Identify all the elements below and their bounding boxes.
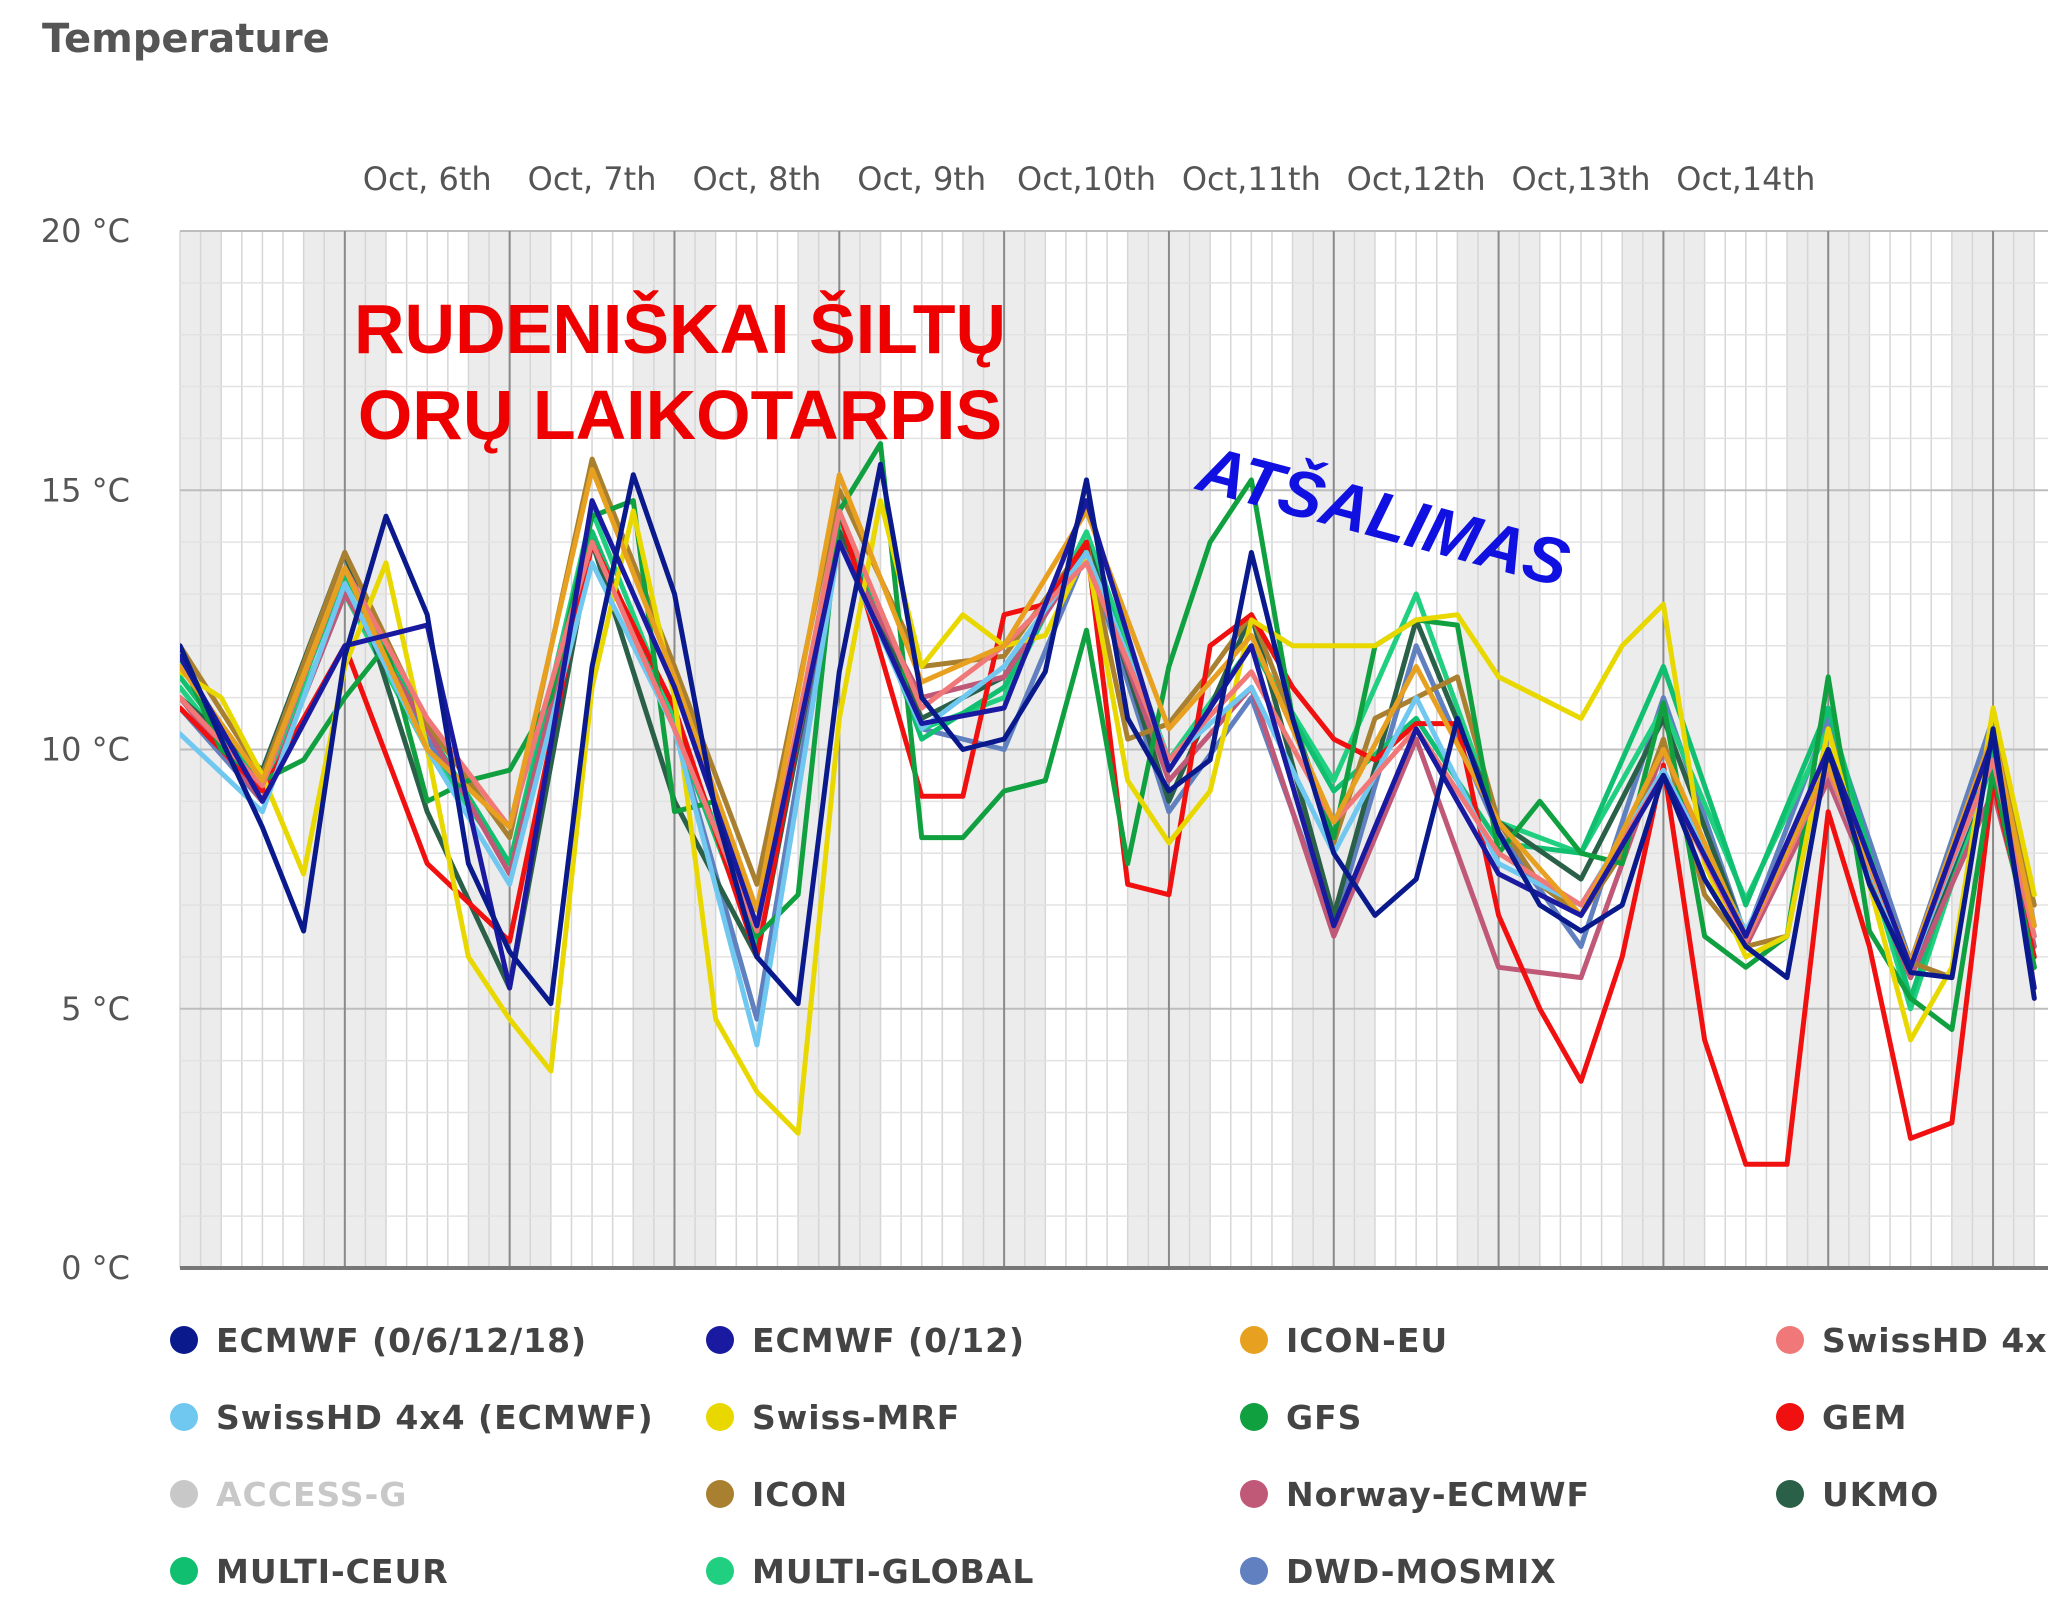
legend-label: GEM bbox=[1822, 1398, 1907, 1437]
x-day-label: Oct,10th bbox=[1017, 160, 1156, 198]
legend-swatch bbox=[170, 1557, 198, 1585]
legend-swatch bbox=[1776, 1480, 1804, 1508]
legend-label: SwissHD 4x4 (ECMWF) bbox=[216, 1398, 654, 1437]
legend-swatch bbox=[706, 1326, 734, 1354]
legend-swatch bbox=[170, 1326, 198, 1354]
y-tick-label: 10 °C bbox=[41, 731, 130, 769]
x-day-label: Oct, 9th bbox=[857, 160, 986, 198]
legend-label: GFS bbox=[1286, 1398, 1362, 1437]
x-day-label: Oct,12th bbox=[1347, 160, 1486, 198]
legend-swatch bbox=[706, 1403, 734, 1431]
x-day-label: Oct, 7th bbox=[528, 160, 657, 198]
legend-label: Norway-ECMWF bbox=[1286, 1475, 1590, 1514]
x-day-label: Oct,11th bbox=[1182, 160, 1321, 198]
legend-swatch bbox=[1240, 1480, 1268, 1508]
legend-label: ICON-EU bbox=[1286, 1321, 1448, 1360]
legend-swatch bbox=[1776, 1403, 1804, 1431]
legend-label: UKMO bbox=[1822, 1475, 1939, 1514]
legend-label: MULTI-GLOBAL bbox=[752, 1552, 1034, 1591]
legend-swatch bbox=[1240, 1557, 1268, 1585]
legend-swatch bbox=[170, 1403, 198, 1431]
x-axis-day-labels: Oct, 6th Oct, 7th Oct, 8th Oct, 9th Oct,10th… bbox=[363, 160, 1816, 198]
chart-title: Temperature bbox=[42, 16, 330, 62]
legend-label: Swiss-MRF bbox=[752, 1398, 960, 1437]
legend-swatch bbox=[706, 1480, 734, 1508]
series-line-gfs bbox=[180, 441, 2037, 1032]
y-tick-label: 0 °C bbox=[61, 1249, 130, 1287]
legend-label: SwissHD 4x4 (ICON) bbox=[1822, 1321, 2048, 1360]
legend-label: ICON bbox=[752, 1475, 848, 1514]
legend-label: ECMWF (0/12) bbox=[752, 1321, 1025, 1360]
x-day-label: Oct,14th bbox=[1676, 160, 1815, 198]
legend-label: ECMWF (0/6/12/18) bbox=[216, 1321, 587, 1360]
x-day-label: Oct, 6th bbox=[363, 160, 492, 198]
y-tick-label: 5 °C bbox=[61, 990, 130, 1028]
legend-swatch bbox=[1240, 1326, 1268, 1354]
legend-label: MULTI-CEUR bbox=[216, 1552, 449, 1591]
legend-label: ACCESS-G bbox=[216, 1475, 407, 1514]
legend-label: DWD-MOSMIX bbox=[1286, 1552, 1557, 1591]
legend-swatch bbox=[1776, 1326, 1804, 1354]
chart-legend: ECMWF (0/6/12/18) ECMWF (0/12) ICON-EU Swis… bbox=[170, 1321, 2048, 1591]
legend-swatch bbox=[1240, 1403, 1268, 1431]
y-tick-label: 20 °C bbox=[41, 212, 130, 250]
legend-swatch bbox=[170, 1480, 198, 1508]
y-tick-label: 15 °C bbox=[41, 471, 130, 509]
y-axis-ticks: 0 °C 5 °C 10 °C 15 °C 20 °C bbox=[41, 212, 130, 1287]
annotation-warm-period: RUDENIŠKAI ŠILTŲ bbox=[354, 289, 1006, 368]
series-line-ecmwf-0-6-12-18 bbox=[180, 461, 2037, 1007]
x-day-label: Oct, 8th bbox=[692, 160, 821, 198]
legend-swatch bbox=[706, 1557, 734, 1585]
x-day-label: Oct,13th bbox=[1511, 160, 1650, 198]
annotation-warm-period: ORŲ LAIKOTARPIS bbox=[358, 376, 1002, 454]
series-lines bbox=[180, 441, 2037, 1167]
